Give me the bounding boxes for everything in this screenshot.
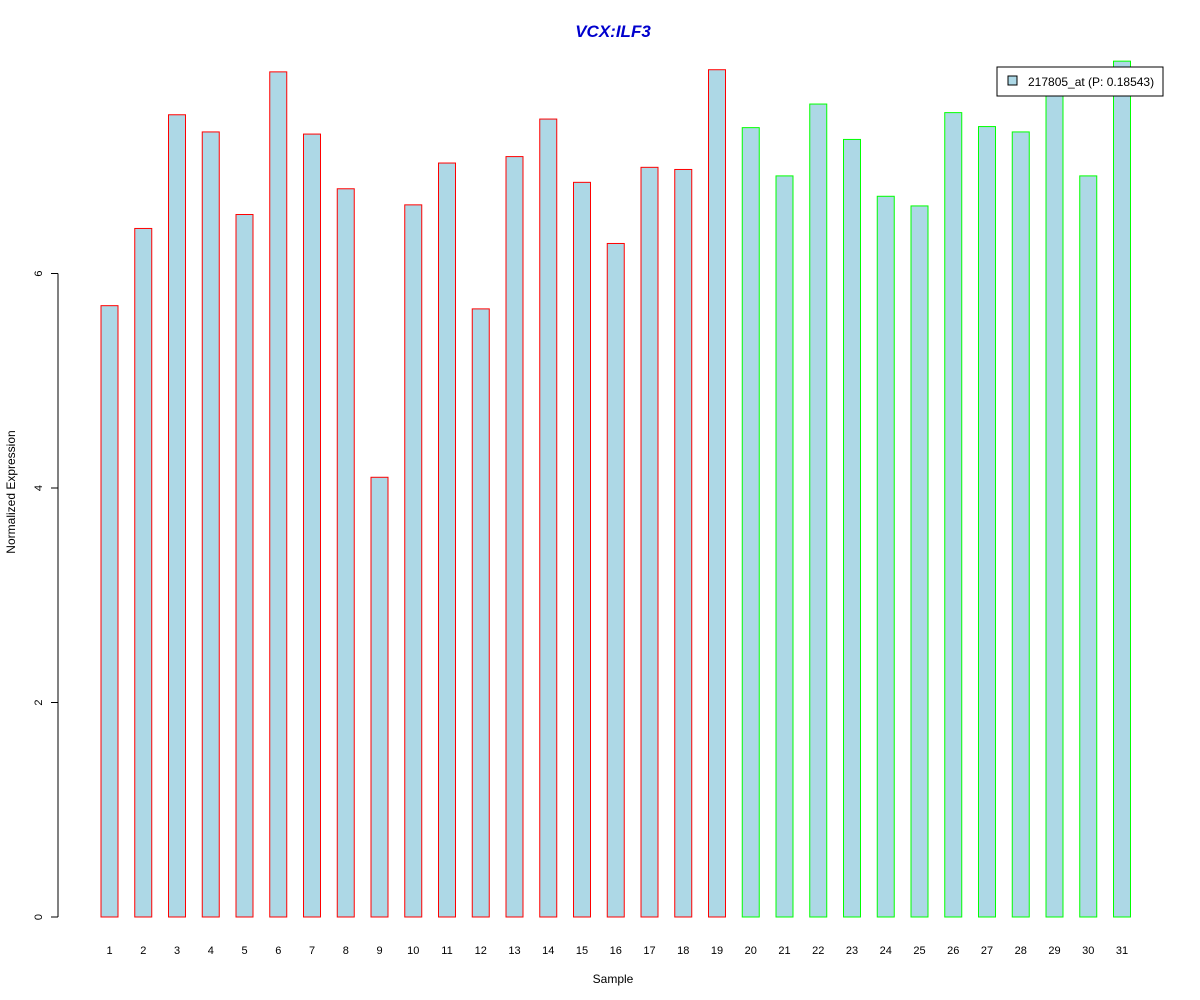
bar xyxy=(235,214,254,918)
legend-label: 217805_at (P: 0.18543) xyxy=(1028,75,1154,89)
x-tick-label: 19 xyxy=(711,945,723,957)
bar xyxy=(539,118,558,918)
bar xyxy=(1011,131,1030,918)
x-tick-label: 25 xyxy=(913,945,925,957)
y-tick-label: 0 xyxy=(33,914,45,920)
x-tick-label: 9 xyxy=(376,945,382,957)
bar xyxy=(1113,60,1131,918)
bar xyxy=(876,195,895,918)
legend: 217805_at (P: 0.18543) xyxy=(996,66,1164,97)
bar xyxy=(674,168,693,918)
x-tick-labels: 1 2 3 4 5 6 7 8 9 10 11 12 13 14 15 16 17 18 19 20 21 22 23 24 2… xyxy=(106,945,1128,957)
x-tick-label: 8 xyxy=(343,945,349,957)
bar xyxy=(201,131,220,918)
bar xyxy=(573,181,591,918)
x-tick-label: 16 xyxy=(610,945,622,957)
x-tick-label: 23 xyxy=(846,945,858,957)
bar xyxy=(438,162,456,918)
x-tick-label: 26 xyxy=(947,945,959,957)
bar xyxy=(303,133,321,918)
bar xyxy=(775,175,794,918)
bar xyxy=(404,204,423,918)
bar xyxy=(336,188,355,918)
bar xyxy=(471,308,490,918)
x-tick-label: 6 xyxy=(275,945,281,957)
bar xyxy=(606,242,625,918)
bar xyxy=(640,166,659,918)
x-tick-label: 27 xyxy=(981,945,993,957)
x-tick-label: 20 xyxy=(745,945,757,957)
y-axis-label: Normalized Expression xyxy=(4,430,18,553)
y-tick-label: 4 xyxy=(33,485,45,491)
bar xyxy=(978,126,996,918)
y-tick-label: 2 xyxy=(33,699,45,705)
x-tick-label: 31 xyxy=(1116,945,1128,957)
legend-swatch xyxy=(1007,75,1018,86)
x-tick-label: 24 xyxy=(880,945,892,957)
bar xyxy=(100,305,119,918)
bar xyxy=(944,112,963,918)
bar xyxy=(134,227,153,918)
x-tick-label: 1 xyxy=(106,945,112,957)
bars-group xyxy=(100,60,1131,918)
y-axis: 0 2 4 6 xyxy=(33,270,59,920)
bar xyxy=(843,138,861,918)
x-tick-label: 29 xyxy=(1048,945,1060,957)
bar xyxy=(370,476,389,918)
bar xyxy=(505,156,524,918)
x-tick-label: 15 xyxy=(576,945,588,957)
x-tick-label: 3 xyxy=(174,945,180,957)
x-tick-label: 28 xyxy=(1015,945,1027,957)
bar xyxy=(741,127,760,918)
x-tick-label: 17 xyxy=(643,945,655,957)
x-tick-label: 7 xyxy=(309,945,315,957)
bar xyxy=(708,69,726,918)
x-tick-label: 13 xyxy=(508,945,520,957)
x-tick-label: 11 xyxy=(441,945,452,957)
bar xyxy=(1079,175,1098,918)
x-tick-label: 30 xyxy=(1082,945,1094,957)
x-tick-label: 22 xyxy=(812,945,824,957)
bar xyxy=(269,71,288,918)
x-tick-label: 5 xyxy=(241,945,247,957)
x-tick-label: 14 xyxy=(542,945,554,957)
x-tick-label: 21 xyxy=(778,945,790,957)
y-tick-label: 6 xyxy=(33,270,45,276)
bar xyxy=(910,205,929,918)
x-tick-label: 10 xyxy=(407,945,419,957)
legend-box xyxy=(996,66,1164,97)
x-axis-label: Sample xyxy=(593,972,634,986)
x-tick-label: 2 xyxy=(140,945,146,957)
x-tick-label: 18 xyxy=(677,945,689,957)
x-tick-label: 4 xyxy=(208,945,214,957)
chart-title: VCX:ILF3 xyxy=(575,22,651,41)
x-tick-label: 12 xyxy=(475,945,487,957)
bar xyxy=(809,103,828,918)
bar xyxy=(1045,90,1064,918)
bar xyxy=(168,114,186,918)
